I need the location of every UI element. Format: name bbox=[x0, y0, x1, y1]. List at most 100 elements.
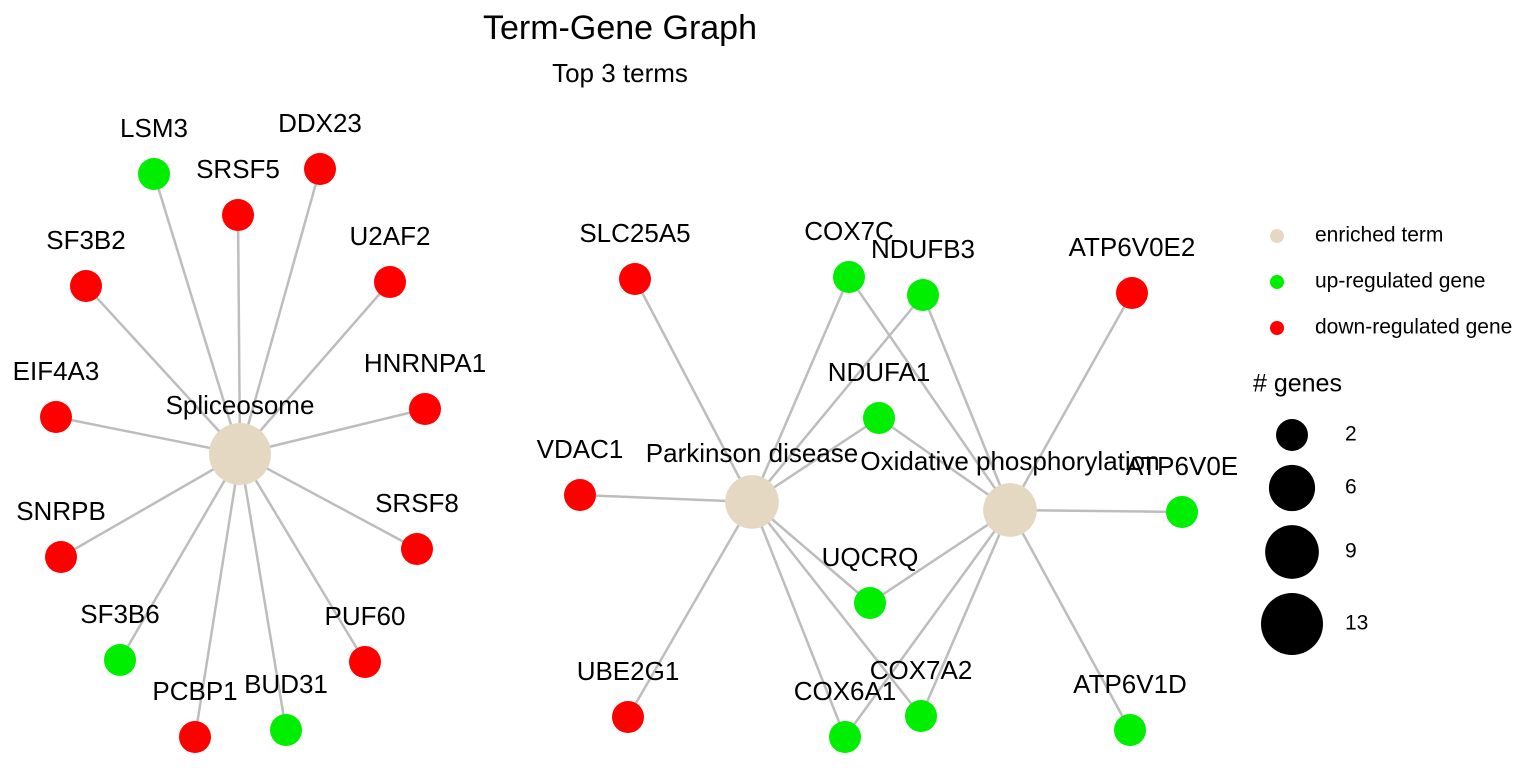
gene-label: SF3B2 bbox=[46, 225, 126, 255]
term-label: Spliceosome bbox=[166, 390, 315, 420]
size-legend-label: 6 bbox=[1345, 476, 1357, 499]
term-node bbox=[983, 483, 1037, 537]
edge bbox=[239, 407, 426, 456]
term-node bbox=[209, 423, 271, 485]
gene-node bbox=[1116, 277, 1148, 309]
edge bbox=[238, 168, 322, 455]
size-legend-label: 9 bbox=[1345, 540, 1357, 563]
term-node bbox=[725, 475, 779, 529]
edge bbox=[751, 501, 922, 717]
gene-node bbox=[854, 587, 886, 619]
gene-label: VDAC1 bbox=[537, 434, 624, 464]
size-legend-circle bbox=[1276, 419, 1308, 451]
gene-node bbox=[1114, 714, 1146, 746]
term-label: Oxidative phosphorylation bbox=[860, 446, 1159, 476]
gene-node bbox=[1166, 496, 1198, 528]
size-legend-title: # genes bbox=[1253, 370, 1342, 398]
edge bbox=[238, 453, 367, 663]
gene-node bbox=[138, 158, 170, 190]
gene-node bbox=[829, 721, 861, 753]
gene-node bbox=[40, 401, 72, 433]
edge bbox=[55, 415, 241, 456]
edge bbox=[1009, 508, 1183, 514]
gene-node bbox=[612, 701, 644, 733]
gene-label: COX7C bbox=[804, 216, 894, 246]
edge bbox=[626, 501, 754, 718]
legend-label: up-regulated gene bbox=[1315, 270, 1485, 293]
edge bbox=[60, 452, 241, 559]
legend-dot bbox=[1270, 275, 1284, 289]
gene-node bbox=[564, 479, 596, 511]
edge bbox=[843, 509, 1012, 738]
gene-label: BUD31 bbox=[244, 669, 328, 699]
gene-label: HNRNPA1 bbox=[364, 348, 486, 378]
gene-node bbox=[401, 533, 433, 565]
edge bbox=[751, 294, 924, 503]
edge bbox=[919, 509, 1012, 717]
gene-node bbox=[619, 263, 651, 295]
gene-node bbox=[905, 700, 937, 732]
gene-label: SLC25A5 bbox=[579, 218, 690, 248]
edge bbox=[1008, 292, 1134, 511]
gene-label: SF3B6 bbox=[80, 599, 160, 629]
size-legend-label: 13 bbox=[1345, 612, 1368, 635]
size-legend-circle bbox=[1268, 464, 1316, 512]
gene-node bbox=[179, 721, 211, 753]
gene-node bbox=[863, 402, 895, 434]
edge bbox=[239, 452, 418, 551]
gene-node bbox=[270, 714, 302, 746]
size-legend-circle bbox=[1265, 525, 1319, 579]
edge bbox=[152, 173, 242, 455]
size-legend-circle bbox=[1261, 593, 1323, 655]
edge bbox=[750, 501, 847, 738]
gene-label: ATP6V0E bbox=[1126, 451, 1238, 481]
gene-label: ATP6V0E2 bbox=[1069, 232, 1196, 262]
gene-node bbox=[304, 153, 336, 185]
gene-node bbox=[70, 270, 102, 302]
gene-label: SNRPB bbox=[16, 496, 106, 526]
edge bbox=[193, 453, 242, 738]
edge bbox=[921, 294, 1012, 511]
gene-label: PUF60 bbox=[325, 601, 406, 631]
legend-label: down-regulated gene bbox=[1315, 316, 1512, 339]
edge bbox=[236, 214, 242, 455]
gene-label: UBE2G1 bbox=[577, 656, 680, 686]
gene-label: DDX23 bbox=[278, 108, 362, 138]
term-label: Parkinson disease bbox=[646, 438, 858, 468]
gene-label: NDUFA1 bbox=[828, 357, 931, 387]
gene-node bbox=[833, 261, 865, 293]
gene-label: NDUFB3 bbox=[871, 234, 975, 264]
gene-node bbox=[104, 644, 136, 676]
edge bbox=[85, 285, 241, 455]
gene-node bbox=[409, 393, 441, 425]
edge bbox=[238, 453, 288, 731]
edge bbox=[579, 493, 753, 504]
gene-label: ATP6V1D bbox=[1073, 669, 1187, 699]
edge bbox=[1008, 509, 1132, 731]
gene-label: SRSF8 bbox=[375, 488, 459, 518]
legend-dot bbox=[1270, 321, 1284, 335]
gene-node bbox=[222, 199, 254, 231]
legend-label: enriched term bbox=[1315, 224, 1443, 247]
edge bbox=[847, 276, 1012, 511]
gene-label: PCBP1 bbox=[152, 676, 237, 706]
edge bbox=[118, 453, 242, 661]
subtitle: Top 3 terms bbox=[552, 58, 688, 88]
title: Term-Gene Graph bbox=[483, 9, 757, 47]
gene-node bbox=[907, 279, 939, 311]
gene-node bbox=[349, 646, 381, 678]
edge bbox=[869, 508, 1011, 605]
legend-dot bbox=[1270, 229, 1284, 243]
gene-label: COX7A2 bbox=[870, 655, 973, 685]
gene-label: LSM3 bbox=[120, 113, 188, 143]
size-legend-label: 2 bbox=[1345, 423, 1357, 446]
gene-label: SRSF5 bbox=[196, 154, 280, 184]
edge bbox=[633, 278, 754, 503]
gene-label: U2AF2 bbox=[350, 221, 431, 251]
gene-label: COX6A1 bbox=[794, 676, 897, 706]
edge bbox=[239, 281, 391, 455]
edge bbox=[750, 276, 851, 503]
gene-node bbox=[45, 541, 77, 573]
gene-label: UQCRQ bbox=[822, 542, 919, 572]
